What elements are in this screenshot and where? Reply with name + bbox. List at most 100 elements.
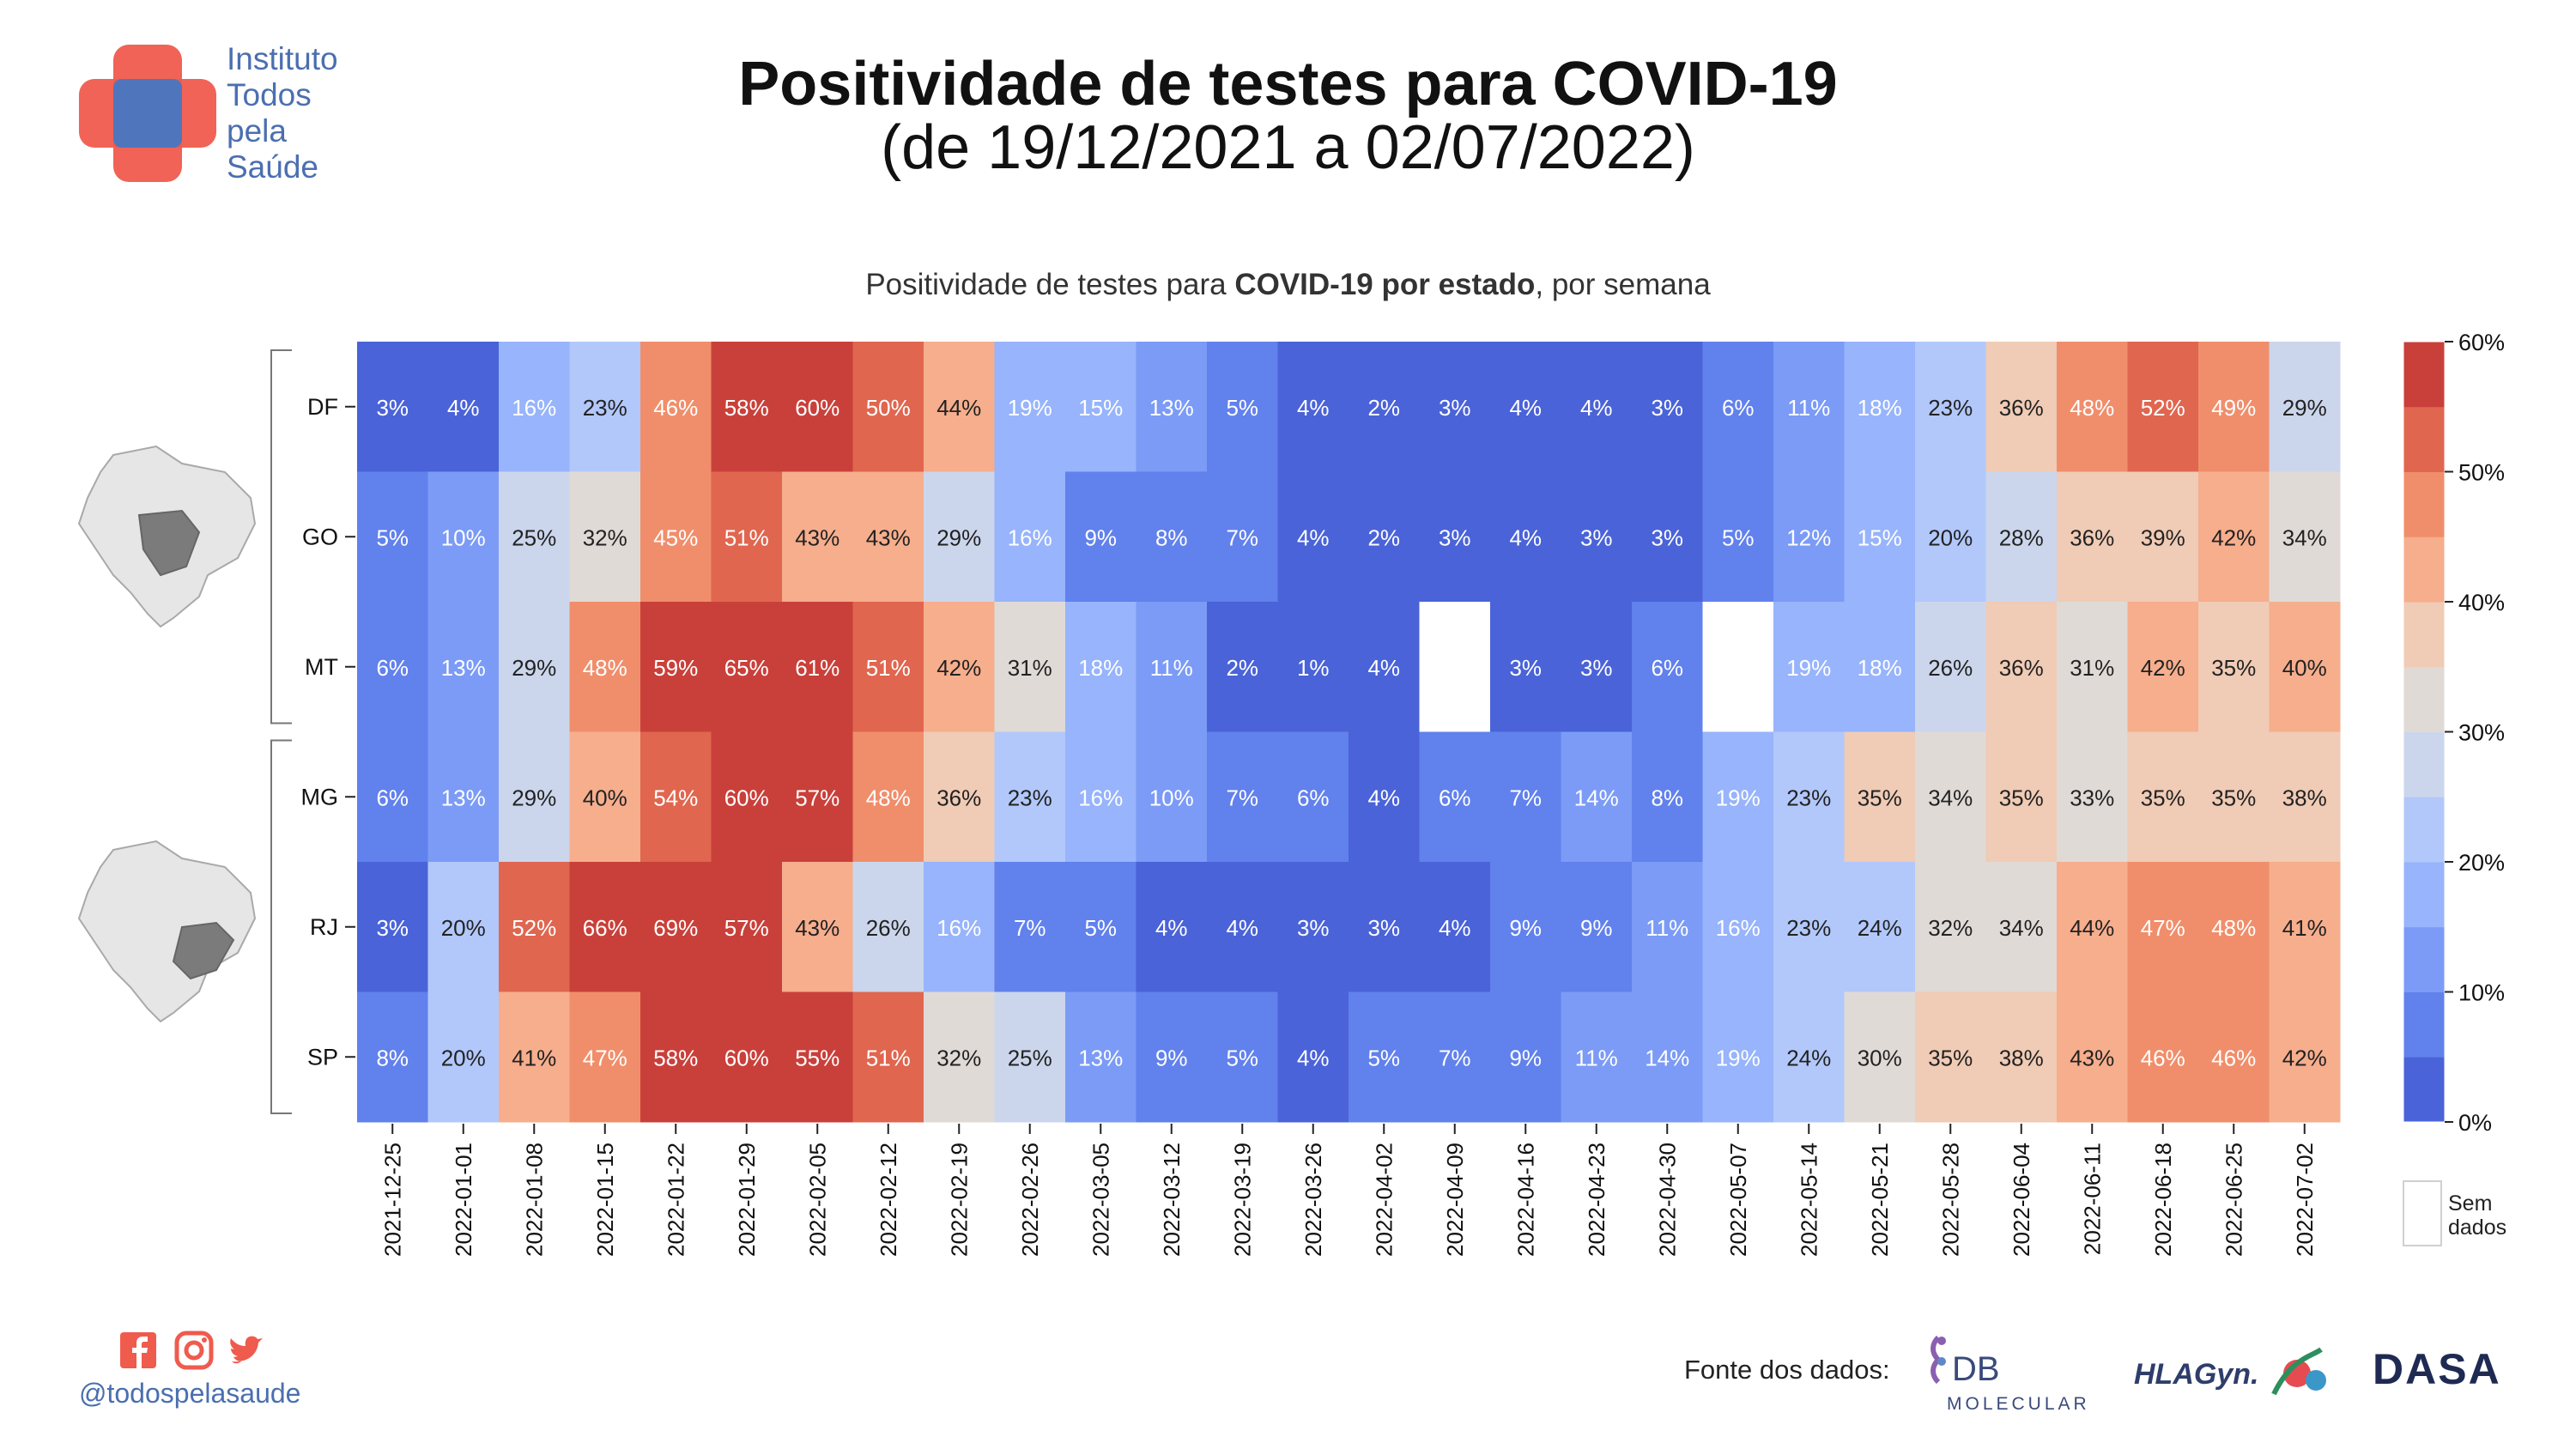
cell-value-label: 5% (1084, 915, 1117, 941)
group-bracket (270, 349, 292, 724)
cell-value-label: 19% (1786, 655, 1831, 681)
heatmap-cell (1632, 731, 1703, 863)
heatmap-cell (1490, 471, 1561, 603)
heatmap-cell (994, 471, 1066, 603)
social-handle[interactable]: @todospelasaude (79, 1378, 301, 1409)
cell-value-label: 14% (1645, 1045, 1689, 1070)
colorbar-bin (2403, 471, 2445, 537)
chart-subtitle-suffix: , por semana (1535, 268, 1711, 301)
cell-value-label: 4% (1226, 915, 1258, 941)
heatmap-cell (2198, 731, 2270, 863)
cell-value-label: 4% (1297, 395, 1330, 421)
heatmap-cell (357, 731, 428, 863)
heatmap-cell (2198, 342, 2270, 472)
cell-value-label: 29% (2282, 395, 2327, 421)
heatmap-cell (852, 471, 924, 603)
x-tick-label: 2022-05-28 (1937, 1143, 1963, 1257)
chart-subtitle-prefix: Positividade de testes para (865, 268, 1235, 301)
cell-value-label: 2% (1367, 395, 1400, 421)
cell-value-label: 23% (583, 395, 627, 421)
dasa-text: DASA (2373, 1345, 2501, 1393)
cell-value-label: 54% (653, 785, 698, 810)
heatmap-cell (1844, 862, 1916, 992)
cell-value-label: 13% (1078, 1045, 1123, 1070)
heatmap-cell (994, 342, 1066, 472)
heatmap-cell (1844, 991, 1916, 1123)
cell-value-label: 48% (2211, 915, 2256, 941)
heatmap-cell (357, 991, 428, 1123)
heatmap-cell (427, 471, 500, 603)
cell-value-label: 7% (1014, 915, 1046, 941)
heatmap-cell (569, 602, 641, 732)
heatmap-cell (1632, 471, 1703, 603)
x-tick-label: 2022-06-11 (2079, 1143, 2105, 1255)
instituto-todos-pela-saude-logo (79, 45, 216, 182)
cell-value-label: 59% (653, 655, 698, 681)
cell-value-label: 3% (1651, 395, 1683, 421)
colorbar-bin (2403, 862, 2445, 928)
cell-value-label: 36% (1999, 655, 2044, 681)
cell-value-label: 51% (866, 655, 911, 681)
colorbar-tick-label: 30% (2458, 720, 2505, 746)
heatmap-cell (1561, 862, 1633, 992)
cell-value-label: 35% (1928, 1045, 1973, 1070)
heatmap-cell (711, 602, 783, 732)
cell-value-label: 42% (936, 655, 981, 681)
cell-value-label: 13% (441, 655, 486, 681)
heatmap-cell (2057, 471, 2128, 603)
heatmap-cell (2269, 991, 2341, 1123)
cell-value-label: 40% (2282, 655, 2327, 681)
heatmap-cell (1349, 991, 1420, 1123)
cell-value-label: 11% (1575, 1045, 1618, 1070)
cell-value-label: 20% (441, 915, 486, 941)
twitter-icon[interactable] (230, 1336, 263, 1364)
x-tick-label: 2022-04-23 (1584, 1143, 1609, 1257)
cell-value-label: 38% (2282, 785, 2327, 810)
brazil-map-icon-southeast (77, 840, 257, 1023)
heatmap-cell (1490, 342, 1561, 472)
logo-line: Saúde (227, 149, 318, 185)
heatmap-cell (1136, 731, 1208, 863)
logo-line: pela (227, 113, 287, 149)
y-tick-label: GO (302, 524, 338, 549)
heatmap-cell (1702, 731, 1774, 863)
db-logo-top: DB (1952, 1350, 2000, 1388)
cell-value-label: 52% (512, 915, 556, 941)
cell-value-label: 48% (2070, 395, 2114, 421)
cell-value-label: 25% (1008, 1045, 1052, 1070)
facebook-icon[interactable] (120, 1332, 156, 1368)
x-tick-label: 2022-04-30 (1654, 1143, 1680, 1257)
heatmap-cell (1419, 471, 1491, 603)
cell-value-label: 29% (512, 655, 556, 681)
cell-value-label: 48% (866, 785, 911, 810)
heatmap-cell (357, 862, 428, 992)
heatmap-cell (1985, 731, 2058, 863)
missing-data-label: dados (2448, 1216, 2506, 1240)
heatmap-cell (1207, 991, 1278, 1123)
heatmap-cell (782, 471, 853, 603)
heatmap-cell (499, 602, 570, 732)
cell-value-label: 39% (2141, 524, 2185, 550)
cell-value-label: 13% (441, 785, 486, 810)
cell-value-label: 35% (1858, 785, 1902, 810)
cell-value-label: 6% (376, 655, 409, 681)
heatmap-cell (1773, 731, 1845, 863)
colorbar: 0% 10% 20% 30% 40% 50% 60% (2403, 330, 2505, 1136)
cell-value-label: 25% (512, 524, 556, 550)
cell-value-label: 23% (1008, 785, 1052, 810)
x-tick-label: 2022-03-12 (1159, 1143, 1185, 1257)
instagram-icon[interactable] (174, 1331, 214, 1370)
colorbar-tick-label: 50% (2458, 460, 2505, 486)
heatmap-cell (1207, 602, 1278, 732)
heatmap-cell (1419, 602, 1491, 732)
heatmap-cell (1207, 471, 1278, 603)
heatmap-cell (1844, 731, 1916, 863)
heatmap-cell (1065, 991, 1136, 1123)
cell-value-label: 35% (2141, 785, 2185, 810)
page-subtitle: (de 19/12/2021 a 02/07/2022) (881, 113, 1695, 182)
x-tick-label: 2022-03-26 (1300, 1143, 1326, 1257)
chart-subtitle: Positividade de testes para COVID-19 por… (0, 268, 2576, 302)
cell-value-label: 7% (1226, 524, 1258, 550)
y-tick-label: SP (307, 1044, 338, 1070)
heatmap-cell (1349, 862, 1420, 992)
